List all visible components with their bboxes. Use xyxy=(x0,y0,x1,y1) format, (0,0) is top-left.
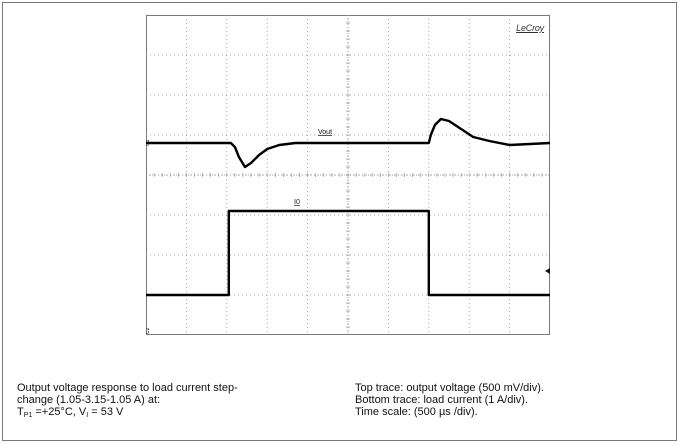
temp-subscript: P1 xyxy=(23,412,33,419)
caption-left-line-3: TP1 =+25°C, VI = 53 V xyxy=(17,406,347,420)
trace-labels: Vout C1 I0 C2 xyxy=(146,129,550,334)
grid xyxy=(146,15,550,335)
channel-marker-c1: C1 xyxy=(146,139,151,146)
brand-label: LeCroy xyxy=(516,23,544,33)
caption-left-line-2: change (1.05-3.15-1.05 A) at: xyxy=(17,394,161,406)
caption-right-line-1: Top trace: output voltage (500 mV/div). xyxy=(355,382,544,394)
oscilloscope-plot: Vout C1 I0 C2 xyxy=(146,15,550,335)
voltage-subscript: I xyxy=(86,412,89,419)
trace-i0 xyxy=(146,209,550,297)
caption-right-line-3: Time scale: (500 µs /div). xyxy=(355,406,478,418)
temp-symbol: T xyxy=(17,406,24,418)
trigger-level-arrow xyxy=(545,268,550,274)
oscilloscope-screen: Vout C1 I0 C2 LeCroy xyxy=(146,15,550,335)
figure-frame xyxy=(2,2,677,441)
caption-right-line-2: Bottom trace: load current (1 A/div). xyxy=(355,394,529,406)
caption-left-line-1: Output voltage response to load current … xyxy=(17,382,238,394)
voltage-value: = 53 V xyxy=(88,406,124,418)
caption-right: Top trace: output voltage (500 mV/div). … xyxy=(355,382,675,418)
trace-label-i0: I0 xyxy=(294,199,300,206)
temp-value: =+25°C, V xyxy=(32,406,87,418)
caption-left: Output voltage response to load current … xyxy=(17,382,347,420)
traces xyxy=(146,117,550,297)
trace-label-vout: Vout xyxy=(318,129,332,136)
trace-vout xyxy=(146,117,550,169)
channel-marker-c2: C2 xyxy=(146,327,151,334)
